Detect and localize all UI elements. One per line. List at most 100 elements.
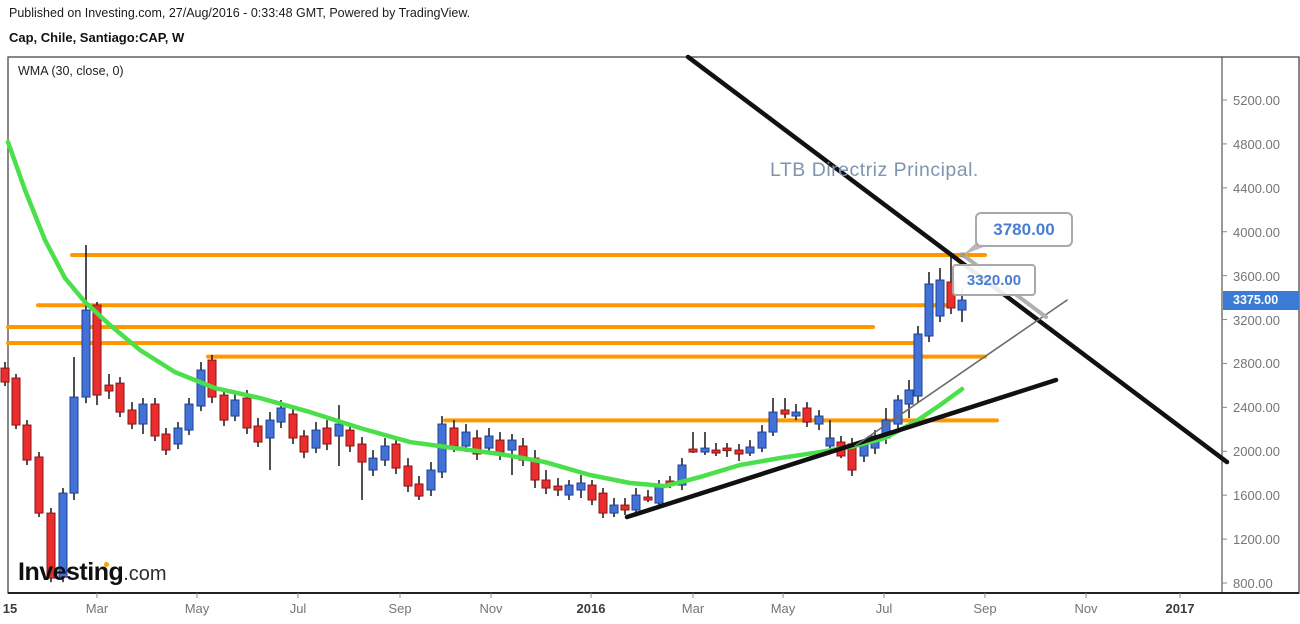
candle-up (276, 407, 286, 423)
candle-up (814, 415, 824, 425)
candle-up (507, 439, 517, 451)
candle-down (150, 403, 160, 437)
x-axis-label: 2016 (576, 601, 606, 616)
candle-down (219, 394, 229, 421)
published-line: Published on Investing.com, 27/Aug/2016 … (9, 6, 471, 20)
candle-down (288, 413, 298, 439)
investing-logo: Investing.com (18, 558, 167, 587)
candle-up (957, 299, 967, 311)
gray-ascending-line (854, 299, 1068, 447)
trendline-annotation: LTB Directriz Principal. (770, 159, 979, 181)
candle-up (564, 484, 574, 496)
y-axis-label: 3200.00 (1233, 312, 1280, 328)
candle-up (825, 437, 835, 447)
candle-down (403, 465, 413, 487)
candle-up (426, 469, 436, 491)
candle-up (230, 399, 240, 417)
y-axis-label: 5200.00 (1233, 93, 1280, 108)
candle-down (541, 479, 551, 489)
candle-down (472, 437, 482, 455)
candle-up (173, 427, 183, 445)
candle-up (380, 445, 390, 461)
candle-up (265, 419, 275, 439)
candle-down (734, 449, 744, 455)
candle-up (935, 279, 945, 317)
candle-down (587, 484, 597, 501)
chart-frame (7, 56, 1300, 594)
y-axis-label: 4000.00 (1233, 224, 1280, 240)
candle-down (115, 382, 125, 413)
candle-up (311, 429, 321, 449)
candle-up (609, 504, 619, 514)
candle-down (345, 429, 355, 447)
candle-up (196, 369, 206, 407)
candle-up (184, 403, 194, 431)
candle-up (631, 494, 641, 511)
candle-up (461, 431, 471, 447)
candle-down (22, 424, 32, 461)
callout-anchor-dot (960, 252, 966, 258)
x-axis-label: May (770, 601, 796, 616)
candle-down (299, 435, 309, 453)
y-axis-label: 4400.00 (1233, 180, 1280, 196)
price-callout-3320: 3320.00 (952, 264, 1036, 296)
price-callout-3780: 3780.00 (975, 212, 1073, 247)
x-axis-label: Mar (85, 601, 109, 616)
candle-down (34, 456, 44, 514)
candle-up (791, 411, 801, 417)
x-axis-label: Nov (1074, 601, 1098, 616)
ascending-support-line (624, 377, 1059, 520)
candle-down (92, 304, 102, 396)
candle-down (643, 496, 653, 501)
candle-down (104, 384, 114, 392)
candle-down (722, 447, 732, 452)
y-axis-label: 2400.00 (1233, 400, 1280, 416)
candle-down (495, 439, 505, 453)
candle-up (757, 431, 767, 449)
candle-down (620, 504, 630, 511)
candle-down (322, 427, 332, 445)
candle-down (0, 367, 10, 383)
symbol-title: Cap, Chile, Santiago:CAP, W (9, 30, 185, 45)
logo-orange-dot-icon (104, 562, 109, 567)
last-price-badge: 3375.00 (1223, 290, 1299, 310)
candle-down (207, 359, 217, 398)
candle-up (677, 464, 687, 486)
candle-up (700, 447, 710, 453)
candle-up (576, 482, 586, 491)
candle-down (391, 443, 401, 469)
y-axis-label: 3600.00 (1233, 268, 1280, 284)
y-axis-label: 800.00 (1233, 575, 1273, 591)
x-axis-label: Nov (479, 601, 503, 616)
candle-up (924, 283, 934, 337)
y-axis-label: 2800.00 (1233, 356, 1280, 372)
candle-up (745, 446, 755, 454)
y-axis-label: 4800.00 (1233, 136, 1280, 152)
x-axis-label: Sep (973, 601, 997, 616)
x-axis-label: Sep (388, 601, 412, 616)
candle-down (598, 492, 608, 514)
candle-down (414, 483, 424, 497)
candle-down (688, 448, 698, 453)
candle-up (893, 399, 903, 425)
candle-down (449, 427, 459, 447)
candle-down (46, 512, 56, 579)
candle-down (780, 409, 790, 415)
candle-down (253, 425, 263, 443)
candle-down (553, 485, 563, 491)
candle-up (81, 309, 91, 398)
candle-down (357, 443, 367, 463)
x-axis-label: 2017 (1165, 601, 1195, 616)
candle-up (913, 333, 923, 397)
candle-up (334, 423, 344, 437)
candle-down (127, 409, 137, 425)
candle-down (11, 377, 21, 426)
candle-up (368, 457, 378, 471)
candle-down (242, 397, 252, 429)
y-axis-label: 1600.00 (1233, 488, 1280, 504)
candle-down (802, 407, 812, 423)
candle-up (904, 389, 914, 405)
x-axis-label: 15 (2, 601, 18, 616)
